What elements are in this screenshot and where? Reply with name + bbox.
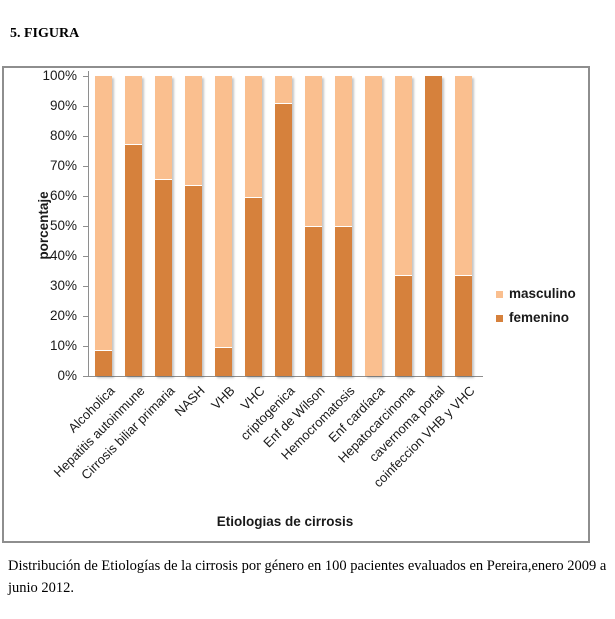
stacked-bar-8 [305, 76, 322, 376]
stacked-bar-10 [365, 76, 382, 376]
stacked-bar-13 [455, 76, 472, 376]
x-axis-line [88, 376, 483, 377]
y-tick-mark [83, 136, 89, 137]
segment-femenino [425, 76, 442, 376]
segment-femenino [305, 226, 322, 376]
y-tick-label: 0% [57, 368, 77, 383]
y-tick-label: 100% [42, 68, 77, 83]
y-tick-label: 80% [49, 128, 77, 143]
segment-femenino [215, 346, 232, 376]
legend-item-masculino: masculino [496, 286, 576, 302]
y-axis-line [88, 71, 89, 376]
y-tick-label: 10% [49, 338, 77, 353]
y-tick-label: 30% [49, 278, 77, 293]
stacked-bar-12 [425, 76, 442, 376]
segment-femenino [125, 143, 142, 376]
stacked-bar-5 [215, 76, 232, 376]
figure-heading: 5. FIGURA [10, 26, 80, 41]
segment-masculino [95, 76, 112, 350]
y-tick-label: 90% [49, 98, 77, 113]
legend-item-femenino: femenino [496, 310, 576, 326]
segment-masculino [305, 76, 322, 226]
x-axis-title: Etiologias de cirrosis [216, 514, 354, 529]
stacked-bar-6 [245, 76, 262, 376]
chart-legend: masculino femenino [496, 286, 576, 334]
segment-masculino [125, 76, 142, 144]
legend-label: masculino [509, 286, 576, 301]
y-tick-mark [83, 376, 89, 377]
segment-masculino [335, 76, 352, 226]
y-tick-mark [83, 166, 89, 167]
y-tick-mark [83, 76, 89, 77]
segment-femenino [155, 178, 172, 376]
y-tick-label: 40% [49, 248, 77, 263]
stacked-bar-2 [125, 76, 142, 376]
y-tick-label: 60% [49, 188, 77, 203]
y-tick-mark [83, 106, 89, 107]
stacked-bar-9 [335, 76, 352, 376]
y-tick-label: 70% [49, 158, 77, 173]
legend-swatch-icon [496, 314, 503, 322]
segment-femenino [335, 226, 352, 376]
y-tick-label: 20% [49, 308, 77, 323]
segment-femenino [185, 184, 202, 376]
y-tick-mark [83, 256, 89, 257]
segment-femenino [455, 274, 472, 376]
stacked-bar-7 [275, 76, 292, 376]
stacked-bar-11 [395, 76, 412, 376]
legend-label: femenino [509, 310, 570, 325]
y-tick-label: 50% [49, 218, 77, 233]
stacked-bar-4 [185, 76, 202, 376]
legend-swatch-icon [496, 290, 503, 298]
y-tick-mark [83, 316, 89, 317]
segment-masculino [365, 76, 382, 376]
segment-masculino [155, 76, 172, 179]
segment-femenino [395, 274, 412, 376]
chart-area: porcentaje 0% 10% 20% 30% 40% 50% 60% 70% 80% 90%… [2, 66, 590, 543]
segment-masculino [455, 76, 472, 275]
segment-masculino [215, 76, 232, 347]
segment-masculino [185, 76, 202, 185]
stacked-bar-3 [155, 76, 172, 376]
figure-caption: Distribución de Etiologías de la cirrosi… [8, 558, 607, 596]
segment-masculino [395, 76, 412, 275]
segment-femenino [275, 103, 292, 376]
y-tick-mark [83, 346, 89, 347]
segment-femenino [245, 197, 262, 376]
y-tick-mark [83, 196, 89, 197]
segment-masculino [275, 76, 292, 104]
y-tick-mark [83, 226, 89, 227]
y-tick-mark [83, 286, 89, 287]
segment-femenino [95, 349, 112, 376]
stacked-bar-1 [95, 76, 112, 376]
segment-masculino [245, 76, 262, 198]
